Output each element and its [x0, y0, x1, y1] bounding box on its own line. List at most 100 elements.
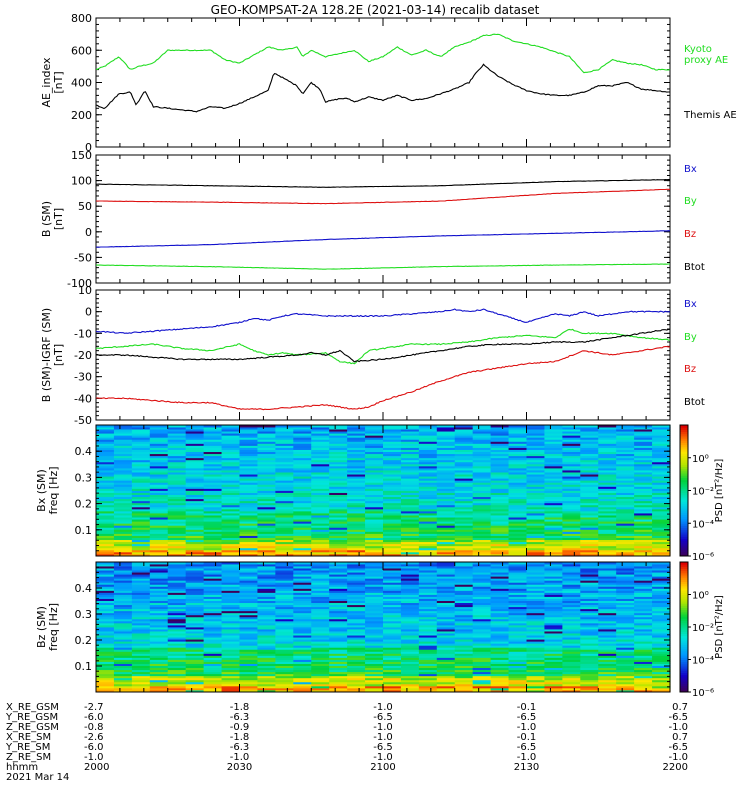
psd-cell: [472, 521, 492, 524]
psd-cell: [275, 459, 294, 463]
psd-cell: [526, 463, 546, 467]
psd-cell: [526, 606, 546, 610]
psd-cell: [418, 488, 438, 491]
psd-cell: [365, 665, 384, 669]
psd-cell: [185, 543, 205, 547]
psd-cell: [616, 474, 635, 477]
psd-cell: [598, 439, 617, 442]
psd-cell: [329, 598, 348, 601]
psd-cell: [598, 533, 617, 536]
psd-cell: [311, 596, 330, 599]
psd-cell: [526, 627, 546, 630]
psd-cell: [293, 498, 312, 502]
psd-cell: [275, 679, 294, 683]
psd-cell: [185, 576, 205, 579]
psd-cell: [275, 474, 294, 477]
psd-cell: [400, 612, 420, 616]
colorbar-segment: [680, 679, 688, 682]
psd-cell: [634, 618, 653, 622]
psd-cell: [508, 547, 528, 551]
psd-cell: [544, 629, 563, 632]
psd-cell: [454, 498, 474, 502]
psd-cell: [96, 443, 115, 446]
psd-cell: [149, 594, 169, 597]
psd-cell: [490, 451, 510, 455]
psd-cell: [544, 549, 563, 553]
psd-cell: [149, 588, 169, 591]
psd-cell: [598, 685, 617, 689]
psd-cell: [131, 523, 151, 526]
psd-cell: [203, 541, 223, 545]
psd-cell: [239, 476, 259, 479]
psd-cell: [652, 616, 671, 620]
psd-cell: [634, 653, 653, 656]
psd-cell: [167, 465, 187, 469]
psd-cell: [634, 527, 653, 530]
psd-cell: [616, 439, 635, 442]
psd-cell: [347, 451, 366, 455]
psd-cell: [311, 602, 330, 606]
psd-cell: [329, 447, 348, 450]
psd-cell: [257, 429, 276, 432]
psd-cell: [275, 629, 294, 632]
psd-cell: [221, 463, 241, 467]
psd-cell: [634, 649, 653, 652]
psd-cell: [239, 592, 259, 595]
psd-cell: [580, 614, 599, 618]
psd-cell: [472, 453, 492, 457]
psd-cell: [634, 669, 653, 673]
psd-cell: [365, 519, 384, 522]
psd-cell: [544, 482, 563, 485]
psd-cell: [365, 572, 384, 575]
psd-cell: [329, 510, 348, 514]
psd-cell: [96, 564, 115, 567]
psd-cell: [598, 472, 617, 475]
psd-cell: [185, 639, 205, 642]
psd-cell: [347, 510, 366, 514]
psd-cell: [203, 677, 223, 681]
psd-cell: [221, 645, 241, 648]
psd-cell: [365, 586, 384, 589]
psd-cell: [347, 476, 366, 479]
psd-cell: [365, 506, 384, 510]
psd-cell: [562, 545, 581, 549]
psd-cell: [634, 476, 653, 479]
psd-cell: [167, 592, 187, 595]
psd-cell: [634, 502, 653, 506]
colorbar-segment: [680, 425, 688, 428]
psd-cell: [149, 578, 169, 581]
psd-cell: [365, 564, 384, 567]
colorbar-tick-label: 10⁻⁴: [692, 519, 714, 530]
psd-cell: [239, 443, 259, 446]
psd-cell: [418, 586, 438, 589]
psd-cell: [562, 685, 581, 689]
psd-cell: [472, 539, 492, 543]
psd-cell: [347, 683, 366, 687]
psd-cell: [454, 521, 474, 524]
psd-cell: [544, 535, 563, 538]
psd-cell: [634, 582, 653, 585]
psd-cell: [113, 584, 133, 587]
psd-cell: [257, 529, 276, 532]
colorbar-segment: [680, 529, 688, 533]
psd-cell: [149, 539, 169, 543]
psd-cell: [96, 641, 115, 644]
psd-cell: [472, 551, 492, 555]
psd-cell: [96, 482, 115, 485]
colorbar-tick-label: 10⁰: [692, 591, 709, 602]
psd-cell: [526, 641, 546, 644]
psd-cell: [634, 610, 653, 614]
psd-cell: [454, 445, 474, 448]
psd-cell: [347, 492, 366, 495]
psd-cell: [508, 553, 528, 557]
psd-cell: [347, 478, 366, 481]
psd-cell: [149, 568, 169, 571]
psd-cell: [347, 429, 366, 432]
psd-cell: [221, 657, 241, 660]
psd-cell: [436, 570, 456, 573]
psd-cell: [275, 553, 294, 557]
psd-cell: [131, 683, 151, 687]
psd-cell: [293, 445, 312, 448]
psd-cell: [239, 610, 259, 614]
psd-cell: [436, 562, 456, 565]
